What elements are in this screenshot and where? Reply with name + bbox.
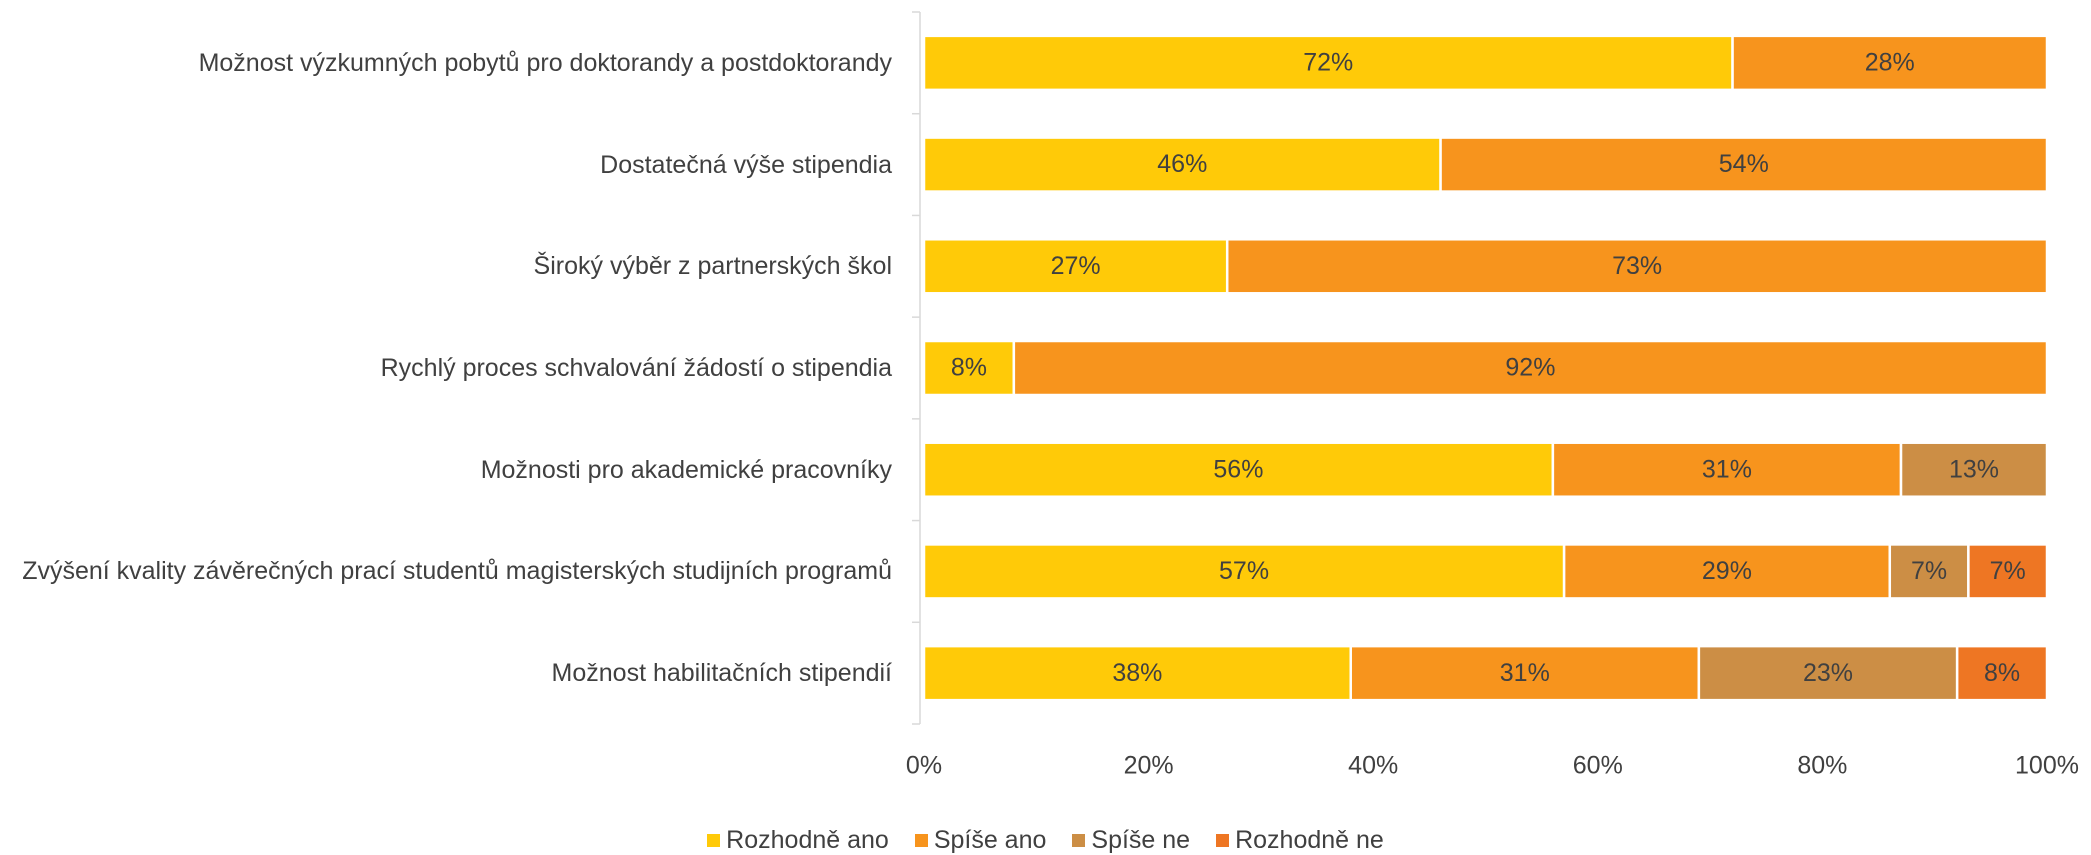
data-label: 31% — [1500, 659, 1550, 687]
data-label: 38% — [1112, 659, 1162, 687]
legend-swatch — [914, 834, 928, 847]
data-label: 92% — [1505, 354, 1555, 382]
bar-segment — [1888, 543, 1970, 600]
category-label: Široký výběr z partnerských škol — [8, 226, 892, 306]
legend-label: Spíše ano — [933, 826, 1047, 854]
category-label: Možnosti pro akademické pracovníky — [8, 430, 892, 510]
data-label: 8% — [951, 354, 987, 382]
data-label: 23% — [1803, 659, 1853, 687]
category-text: Možnosti pro akademické pracovníky — [480, 455, 892, 484]
legend-swatch — [1072, 834, 1086, 847]
category-text: Možnost výzkumných pobytů pro doktorandy… — [198, 48, 892, 77]
data-label: 29% — [1702, 557, 1752, 585]
legend-item: Spíše ne — [1072, 826, 1190, 855]
category-text: Široký výběr z partnerských škol — [533, 252, 892, 281]
bar-segment — [1955, 644, 2049, 702]
category-label: Možnost habilitačních stipendií — [8, 633, 892, 713]
data-label: 28% — [1865, 48, 1915, 76]
data-label: 7% — [1990, 557, 2026, 585]
category-label: Zvýšení kvality závěrečných prací studen… — [8, 531, 892, 611]
data-label: 56% — [1213, 455, 1263, 483]
bar-segment — [1012, 339, 2049, 397]
x-tick-label: 100% — [2015, 752, 2079, 780]
legend: Rozhodně ano Spíše ano Spíše ne Rozhodně ne — [0, 826, 2091, 855]
category-label: Rychlý proces schvalování žádostí o stip… — [8, 328, 892, 408]
x-tick-label: 20% — [1124, 752, 1174, 780]
bar-segment — [1439, 136, 2049, 193]
legend-label: Spíše ne — [1091, 826, 1191, 854]
category-label: Dostatečná výše stipendia — [8, 125, 892, 205]
bar-segment — [1697, 644, 1959, 702]
bar-segment — [1967, 543, 2049, 600]
legend-swatch — [707, 834, 721, 847]
data-label: 13% — [1949, 455, 1999, 483]
bar-segment — [922, 136, 1442, 193]
category-text: Rychlý proces schvalování žádostí o stip… — [380, 354, 892, 382]
category-text: Dostatečná výše stipendia — [600, 150, 892, 179]
bar-segment — [1899, 441, 2049, 498]
legend-label: Rozhodně ne — [1235, 826, 1384, 854]
bar-segment — [1225, 238, 2049, 295]
bar-segment — [1551, 441, 1903, 498]
legend-item: Rozhodně ano — [707, 826, 889, 855]
data-label: 8% — [1984, 659, 2020, 687]
legend-item: Rozhodně ne — [1216, 826, 1384, 855]
category-text: Zvýšení kvality závěrečných prací studen… — [22, 557, 892, 586]
legend-label: Rozhodně ano — [726, 826, 889, 854]
x-tick-label: 0% — [906, 752, 942, 780]
data-label: 73% — [1612, 252, 1662, 280]
data-label: 72% — [1303, 48, 1353, 76]
legend-swatch — [1216, 834, 1230, 847]
data-label: 46% — [1157, 150, 1207, 178]
data-label: 57% — [1219, 557, 1269, 585]
bar-segment — [922, 441, 1555, 498]
bar-segment — [1562, 543, 1892, 600]
x-tick-label: 60% — [1573, 752, 1623, 780]
data-label: 27% — [1051, 252, 1101, 280]
data-label: 7% — [1911, 557, 1947, 585]
legend-item: Spíše ano — [914, 826, 1047, 855]
category-text: Možnost habilitačních stipendií — [551, 659, 892, 688]
data-label: 54% — [1719, 150, 1769, 178]
category-label: Možnost výzkumných pobytů pro doktorandy… — [8, 23, 892, 103]
bar-segment — [1731, 34, 2049, 92]
x-tick-label: 40% — [1348, 752, 1398, 780]
bar-segment — [922, 543, 1566, 600]
data-label: 31% — [1702, 455, 1752, 483]
bar-segment — [922, 238, 1229, 295]
x-tick-label: 80% — [1797, 752, 1847, 780]
